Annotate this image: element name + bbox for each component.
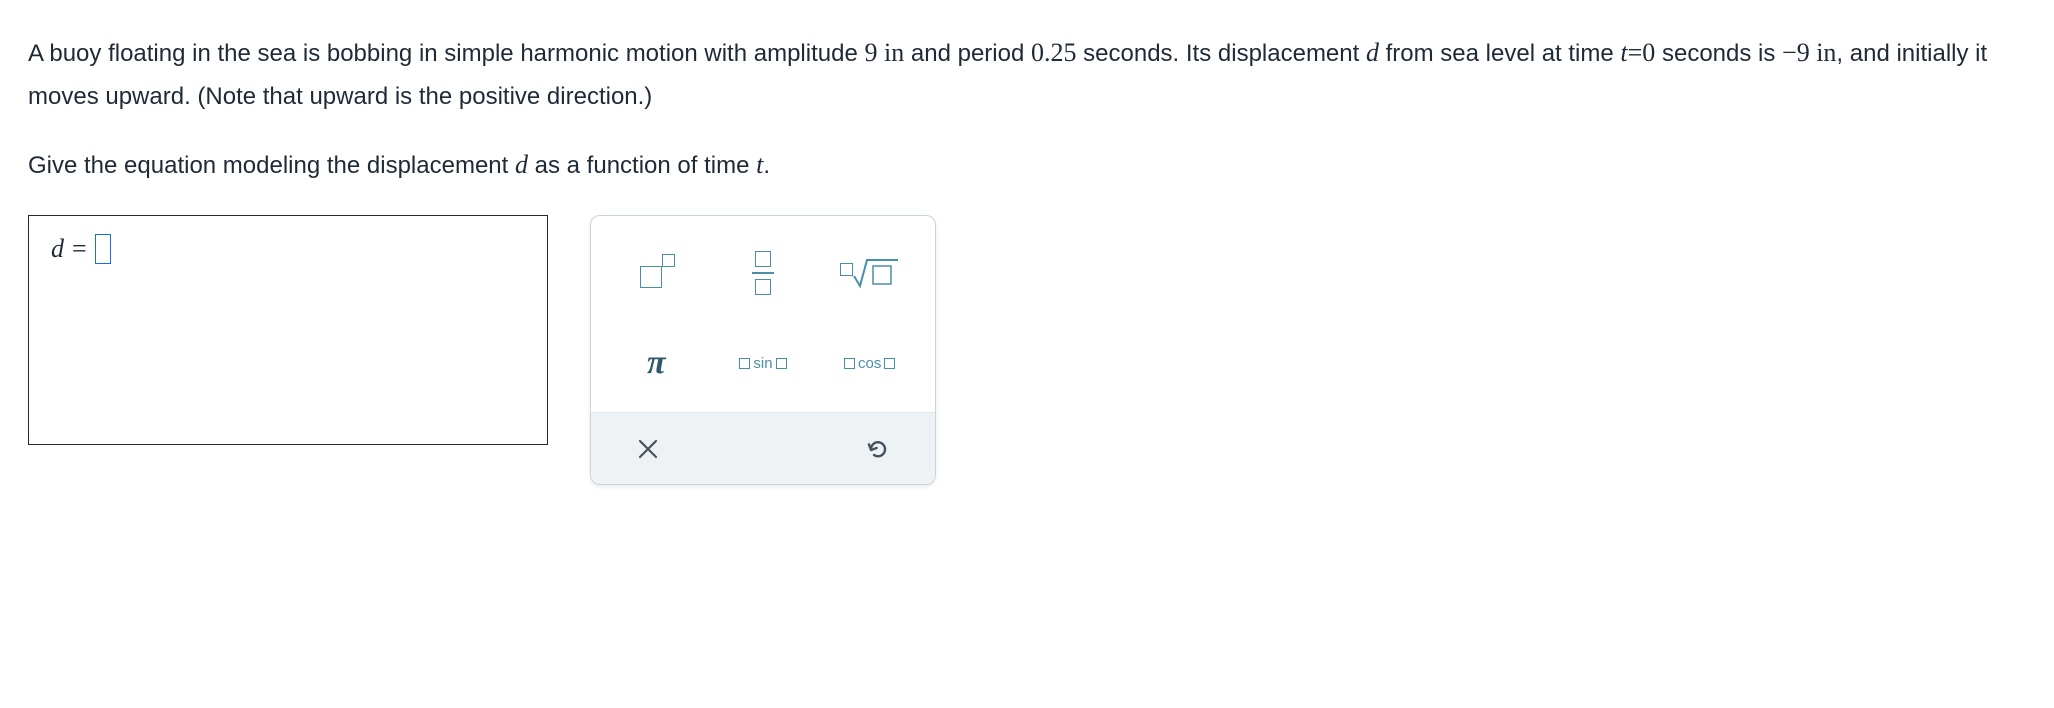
keypad-footer bbox=[591, 412, 935, 484]
text: A buoy floating in the sea is bobbing in… bbox=[28, 40, 864, 67]
text: as a function of time bbox=[528, 152, 756, 179]
text: Give the equation modeling the displacem… bbox=[28, 152, 515, 179]
cosine-icon: cos bbox=[844, 355, 895, 372]
answer-input[interactable] bbox=[95, 234, 111, 264]
cosine-button[interactable]: cos bbox=[816, 318, 923, 408]
pi-icon: π bbox=[647, 344, 666, 382]
clear-button[interactable] bbox=[591, 413, 706, 484]
fraction-button[interactable] bbox=[710, 228, 817, 318]
problem-paragraph-2: Give the equation modeling the displacem… bbox=[28, 142, 2026, 188]
amplitude-value: 9 in bbox=[864, 38, 904, 67]
close-icon bbox=[637, 438, 659, 460]
radical-icon bbox=[840, 256, 899, 290]
pi-button[interactable]: π bbox=[603, 318, 710, 408]
answer-area: d = bbox=[28, 215, 2026, 485]
exponent-icon bbox=[634, 254, 678, 292]
cos-label: cos bbox=[858, 355, 881, 372]
undo-icon bbox=[865, 436, 891, 462]
eq-zero: =0 bbox=[1628, 38, 1656, 67]
answer-equation: d = bbox=[51, 234, 525, 264]
sin-label: sin bbox=[753, 355, 772, 372]
problem-statement: A buoy floating in the sea is bobbing in… bbox=[28, 30, 2026, 187]
var-t: t bbox=[1620, 38, 1627, 67]
text: seconds. Its displacement bbox=[1076, 40, 1365, 67]
var-d: d bbox=[1366, 38, 1379, 67]
footer-spacer bbox=[706, 413, 821, 484]
lhs-variable: d bbox=[51, 234, 64, 264]
var-d: d bbox=[515, 150, 528, 179]
equals-sign: = bbox=[72, 234, 87, 264]
undo-button[interactable] bbox=[820, 413, 935, 484]
period-value: 0.25 bbox=[1031, 38, 1077, 67]
sine-button[interactable]: sin bbox=[710, 318, 817, 408]
text: and period bbox=[904, 40, 1031, 67]
problem-paragraph-1: A buoy floating in the sea is bobbing in… bbox=[28, 30, 2026, 118]
sine-icon: sin bbox=[739, 355, 786, 372]
text: seconds is bbox=[1655, 40, 1782, 67]
keypad-grid: π sin cos bbox=[603, 228, 923, 408]
text: from sea level at time bbox=[1379, 40, 1620, 67]
initial-displacement: −9 in bbox=[1782, 38, 1836, 67]
math-keypad: π sin cos bbox=[590, 215, 936, 485]
exponent-button[interactable] bbox=[603, 228, 710, 318]
text: . bbox=[763, 152, 770, 179]
fraction-icon bbox=[752, 251, 774, 295]
nth-root-button[interactable] bbox=[816, 228, 923, 318]
answer-box[interactable]: d = bbox=[28, 215, 548, 445]
